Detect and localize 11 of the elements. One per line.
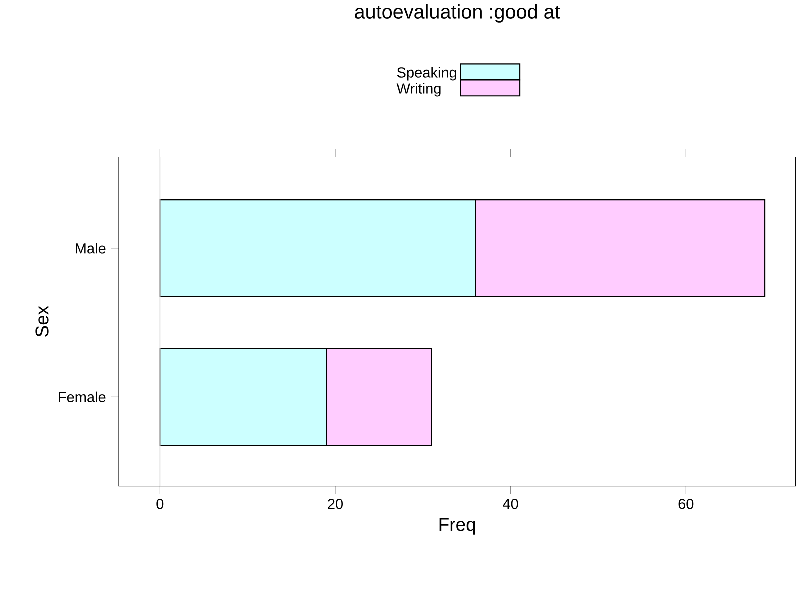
x-tick-label: 60 bbox=[678, 498, 694, 510]
x-tick-label: 20 bbox=[328, 498, 343, 510]
x-tick-label: 0 bbox=[156, 498, 164, 510]
chart-title: autoevaluation :good at bbox=[355, 4, 560, 23]
y-tick-label: Female bbox=[59, 392, 106, 402]
legend-label: Speaking bbox=[397, 66, 456, 81]
y-axis-title: Sex bbox=[36, 306, 49, 337]
y-tick-label: Male bbox=[76, 242, 106, 254]
x-tick-label: 40 bbox=[503, 498, 518, 510]
x-axis-title: Freq bbox=[440, 518, 476, 535]
legend-label: Writing bbox=[396, 83, 441, 97]
